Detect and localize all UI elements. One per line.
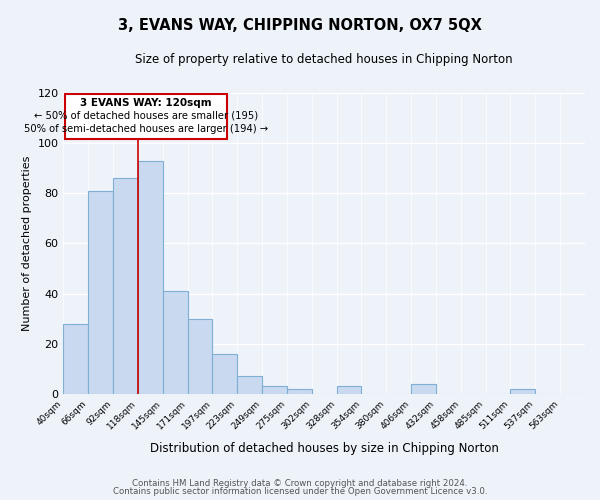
Bar — [237, 376, 262, 394]
Text: 50% of semi-detached houses are larger (194) →: 50% of semi-detached houses are larger (… — [24, 124, 268, 134]
Bar — [511, 389, 535, 394]
Title: Size of property relative to detached houses in Chipping Norton: Size of property relative to detached ho… — [136, 52, 513, 66]
Bar — [88, 191, 113, 394]
X-axis label: Distribution of detached houses by size in Chipping Norton: Distribution of detached houses by size … — [150, 442, 499, 455]
Y-axis label: Number of detached properties: Number of detached properties — [22, 156, 32, 331]
Bar — [212, 354, 237, 394]
Text: 3 EVANS WAY: 120sqm: 3 EVANS WAY: 120sqm — [80, 98, 212, 108]
Bar — [287, 389, 312, 394]
Text: Contains public sector information licensed under the Open Government Licence v3: Contains public sector information licen… — [113, 487, 487, 496]
Bar — [262, 386, 287, 394]
FancyBboxPatch shape — [65, 94, 227, 140]
Text: ← 50% of detached houses are smaller (195): ← 50% of detached houses are smaller (19… — [34, 110, 258, 120]
Bar — [188, 318, 212, 394]
Bar — [337, 386, 361, 394]
Bar — [113, 178, 138, 394]
Text: 3, EVANS WAY, CHIPPING NORTON, OX7 5QX: 3, EVANS WAY, CHIPPING NORTON, OX7 5QX — [118, 18, 482, 32]
Bar — [411, 384, 436, 394]
Bar — [163, 291, 188, 394]
Text: Contains HM Land Registry data © Crown copyright and database right 2024.: Contains HM Land Registry data © Crown c… — [132, 478, 468, 488]
Bar — [138, 161, 163, 394]
Bar — [64, 324, 88, 394]
